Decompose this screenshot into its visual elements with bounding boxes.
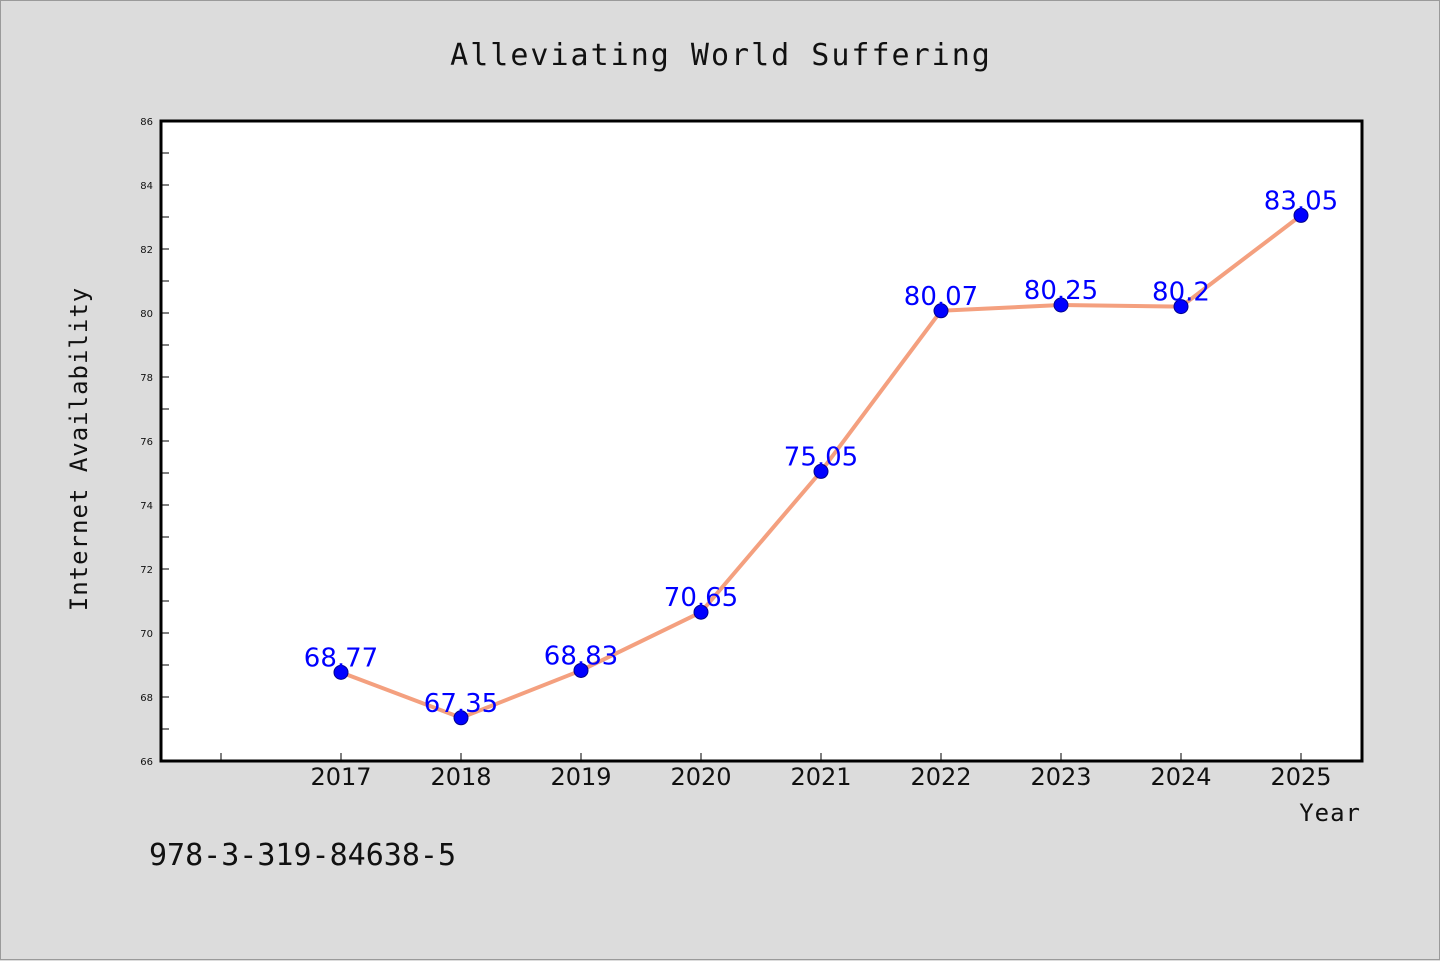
x-tick-label: 2019 [550,763,611,791]
y-tick-label: 80 [140,309,153,320]
y-tick-label: 66 [140,757,153,768]
data-label: 75.05 [784,442,858,472]
x-tick-label: 2021 [790,763,851,791]
data-point [1293,207,1309,223]
x-tick-label: 2018 [430,763,491,791]
y-axis: 66 68 70 72 74 76 78 80 82 84 86 [140,117,169,768]
x-tick-label: 2020 [670,763,731,791]
data-point [933,303,949,319]
x-axis: 2017 2018 2019 2020 2021 2022 2023 2024 2025 [220,753,1332,791]
y-tick-label: 74 [140,501,153,512]
x-axis-label: Year [1299,799,1361,827]
data-label: 68.77 [304,643,378,673]
data-label: 70.65 [664,583,738,613]
plot-area [159,119,1364,763]
y-tick-label: 72 [140,565,153,576]
data-point [573,662,589,678]
y-tick-label: 76 [140,437,153,448]
data-point [453,710,469,726]
y-tick-label: 86 [140,117,153,128]
y-tick-label: 70 [140,629,153,640]
x-tick-label: 2025 [1270,763,1331,791]
marker-group [333,207,1309,726]
y-tick-label: 78 [140,373,153,384]
y-tick-label: 84 [140,181,153,192]
y-tick-label: 82 [140,245,153,256]
x-tick-label: 2022 [910,763,971,791]
chart-title: Alleviating World Suffering [450,38,992,73]
data-label: 68.83 [544,641,618,671]
data-label: 80.25 [1024,276,1098,306]
data-point [813,463,829,479]
data-label-group: 68.77 67.35 68.83 70.65 75.05 80.07 80.25 80.2 8… [304,186,1338,718]
x-tick-label: 2024 [1150,763,1211,791]
x-tick-label: 2017 [310,763,371,791]
isbn-text: 978-3-319-84638-5 [149,838,456,873]
data-point [333,664,349,680]
y-tick-label: 68 [140,693,153,704]
y-axis-label: Internet Availability [65,287,93,611]
data-point [1053,297,1069,313]
data-point [693,604,709,620]
data-label: 67.35 [424,689,498,719]
data-label: 83.05 [1264,186,1338,216]
data-label: 80.2 [1152,278,1210,308]
data-point [1173,299,1189,315]
x-tick-label: 2023 [1030,763,1091,791]
data-label: 80.07 [904,282,978,312]
